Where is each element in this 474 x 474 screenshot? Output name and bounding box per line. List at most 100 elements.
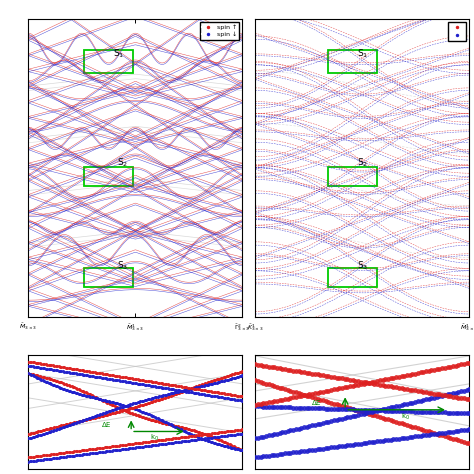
Point — [191, 432, 199, 439]
Point — [311, 446, 319, 453]
Point — [66, 452, 74, 460]
Point — [230, 445, 237, 452]
Point — [122, 407, 130, 415]
Point — [92, 445, 100, 452]
Point — [238, 392, 246, 400]
Point — [68, 383, 75, 390]
Point — [207, 388, 215, 395]
Point — [328, 405, 335, 412]
Point — [191, 432, 199, 439]
Point — [139, 438, 147, 446]
Point — [382, 437, 389, 444]
Point — [217, 374, 225, 382]
Point — [91, 394, 98, 401]
Point — [452, 436, 459, 443]
Point — [132, 403, 140, 410]
Point — [233, 444, 240, 451]
Point — [55, 383, 63, 391]
Point — [58, 379, 65, 386]
Point — [341, 383, 348, 391]
Point — [137, 443, 144, 451]
Point — [96, 412, 104, 420]
Point — [115, 442, 123, 449]
Point — [338, 415, 346, 422]
Point — [199, 429, 206, 437]
Point — [96, 374, 104, 381]
Point — [27, 363, 35, 370]
Point — [209, 392, 216, 400]
Point — [61, 368, 68, 375]
Point — [271, 451, 278, 459]
Point — [131, 440, 138, 447]
Point — [153, 437, 160, 445]
Point — [417, 397, 424, 404]
Point — [30, 359, 38, 366]
Point — [40, 360, 48, 368]
Point — [93, 449, 101, 456]
Point — [101, 411, 109, 419]
Point — [210, 439, 218, 447]
Point — [182, 433, 190, 440]
Point — [317, 371, 324, 379]
Point — [363, 379, 370, 386]
Point — [43, 374, 51, 382]
Point — [111, 409, 118, 417]
Point — [300, 392, 308, 399]
Point — [233, 430, 240, 438]
Point — [139, 397, 147, 404]
Point — [430, 394, 438, 401]
Point — [192, 385, 200, 393]
Point — [194, 433, 202, 441]
Point — [234, 430, 242, 438]
Point — [257, 453, 264, 460]
Point — [175, 389, 183, 396]
Point — [187, 385, 194, 392]
Point — [237, 426, 245, 433]
Point — [32, 432, 39, 440]
Point — [167, 421, 174, 428]
Point — [174, 438, 182, 446]
Point — [449, 393, 457, 401]
Point — [158, 380, 166, 387]
Point — [168, 381, 176, 389]
Point — [306, 422, 313, 430]
Point — [68, 388, 75, 395]
Point — [200, 386, 208, 394]
Point — [457, 437, 465, 445]
Point — [233, 426, 240, 434]
Point — [72, 419, 80, 427]
Point — [252, 377, 259, 384]
Point — [147, 395, 155, 402]
Point — [26, 362, 34, 370]
Point — [40, 456, 48, 463]
Point — [148, 442, 156, 449]
Point — [190, 432, 197, 439]
Point — [441, 429, 449, 437]
Point — [153, 383, 160, 391]
Point — [144, 377, 151, 385]
Point — [121, 378, 128, 385]
Point — [175, 383, 183, 390]
Point — [355, 407, 362, 414]
Point — [352, 406, 359, 413]
Point — [118, 377, 126, 385]
Point — [160, 380, 167, 387]
Point — [185, 437, 193, 444]
Point — [401, 401, 408, 408]
Point — [64, 364, 71, 372]
Point — [265, 399, 273, 406]
Point — [216, 393, 223, 401]
Point — [161, 418, 169, 426]
Point — [122, 445, 130, 453]
Point — [165, 390, 173, 398]
Point — [355, 411, 362, 419]
Point — [230, 427, 237, 434]
Point — [223, 439, 230, 447]
Point — [276, 429, 283, 437]
Point — [73, 370, 81, 377]
Point — [228, 427, 236, 435]
Point — [217, 433, 225, 440]
Point — [43, 425, 51, 433]
Point — [325, 398, 332, 406]
Point — [153, 397, 160, 404]
